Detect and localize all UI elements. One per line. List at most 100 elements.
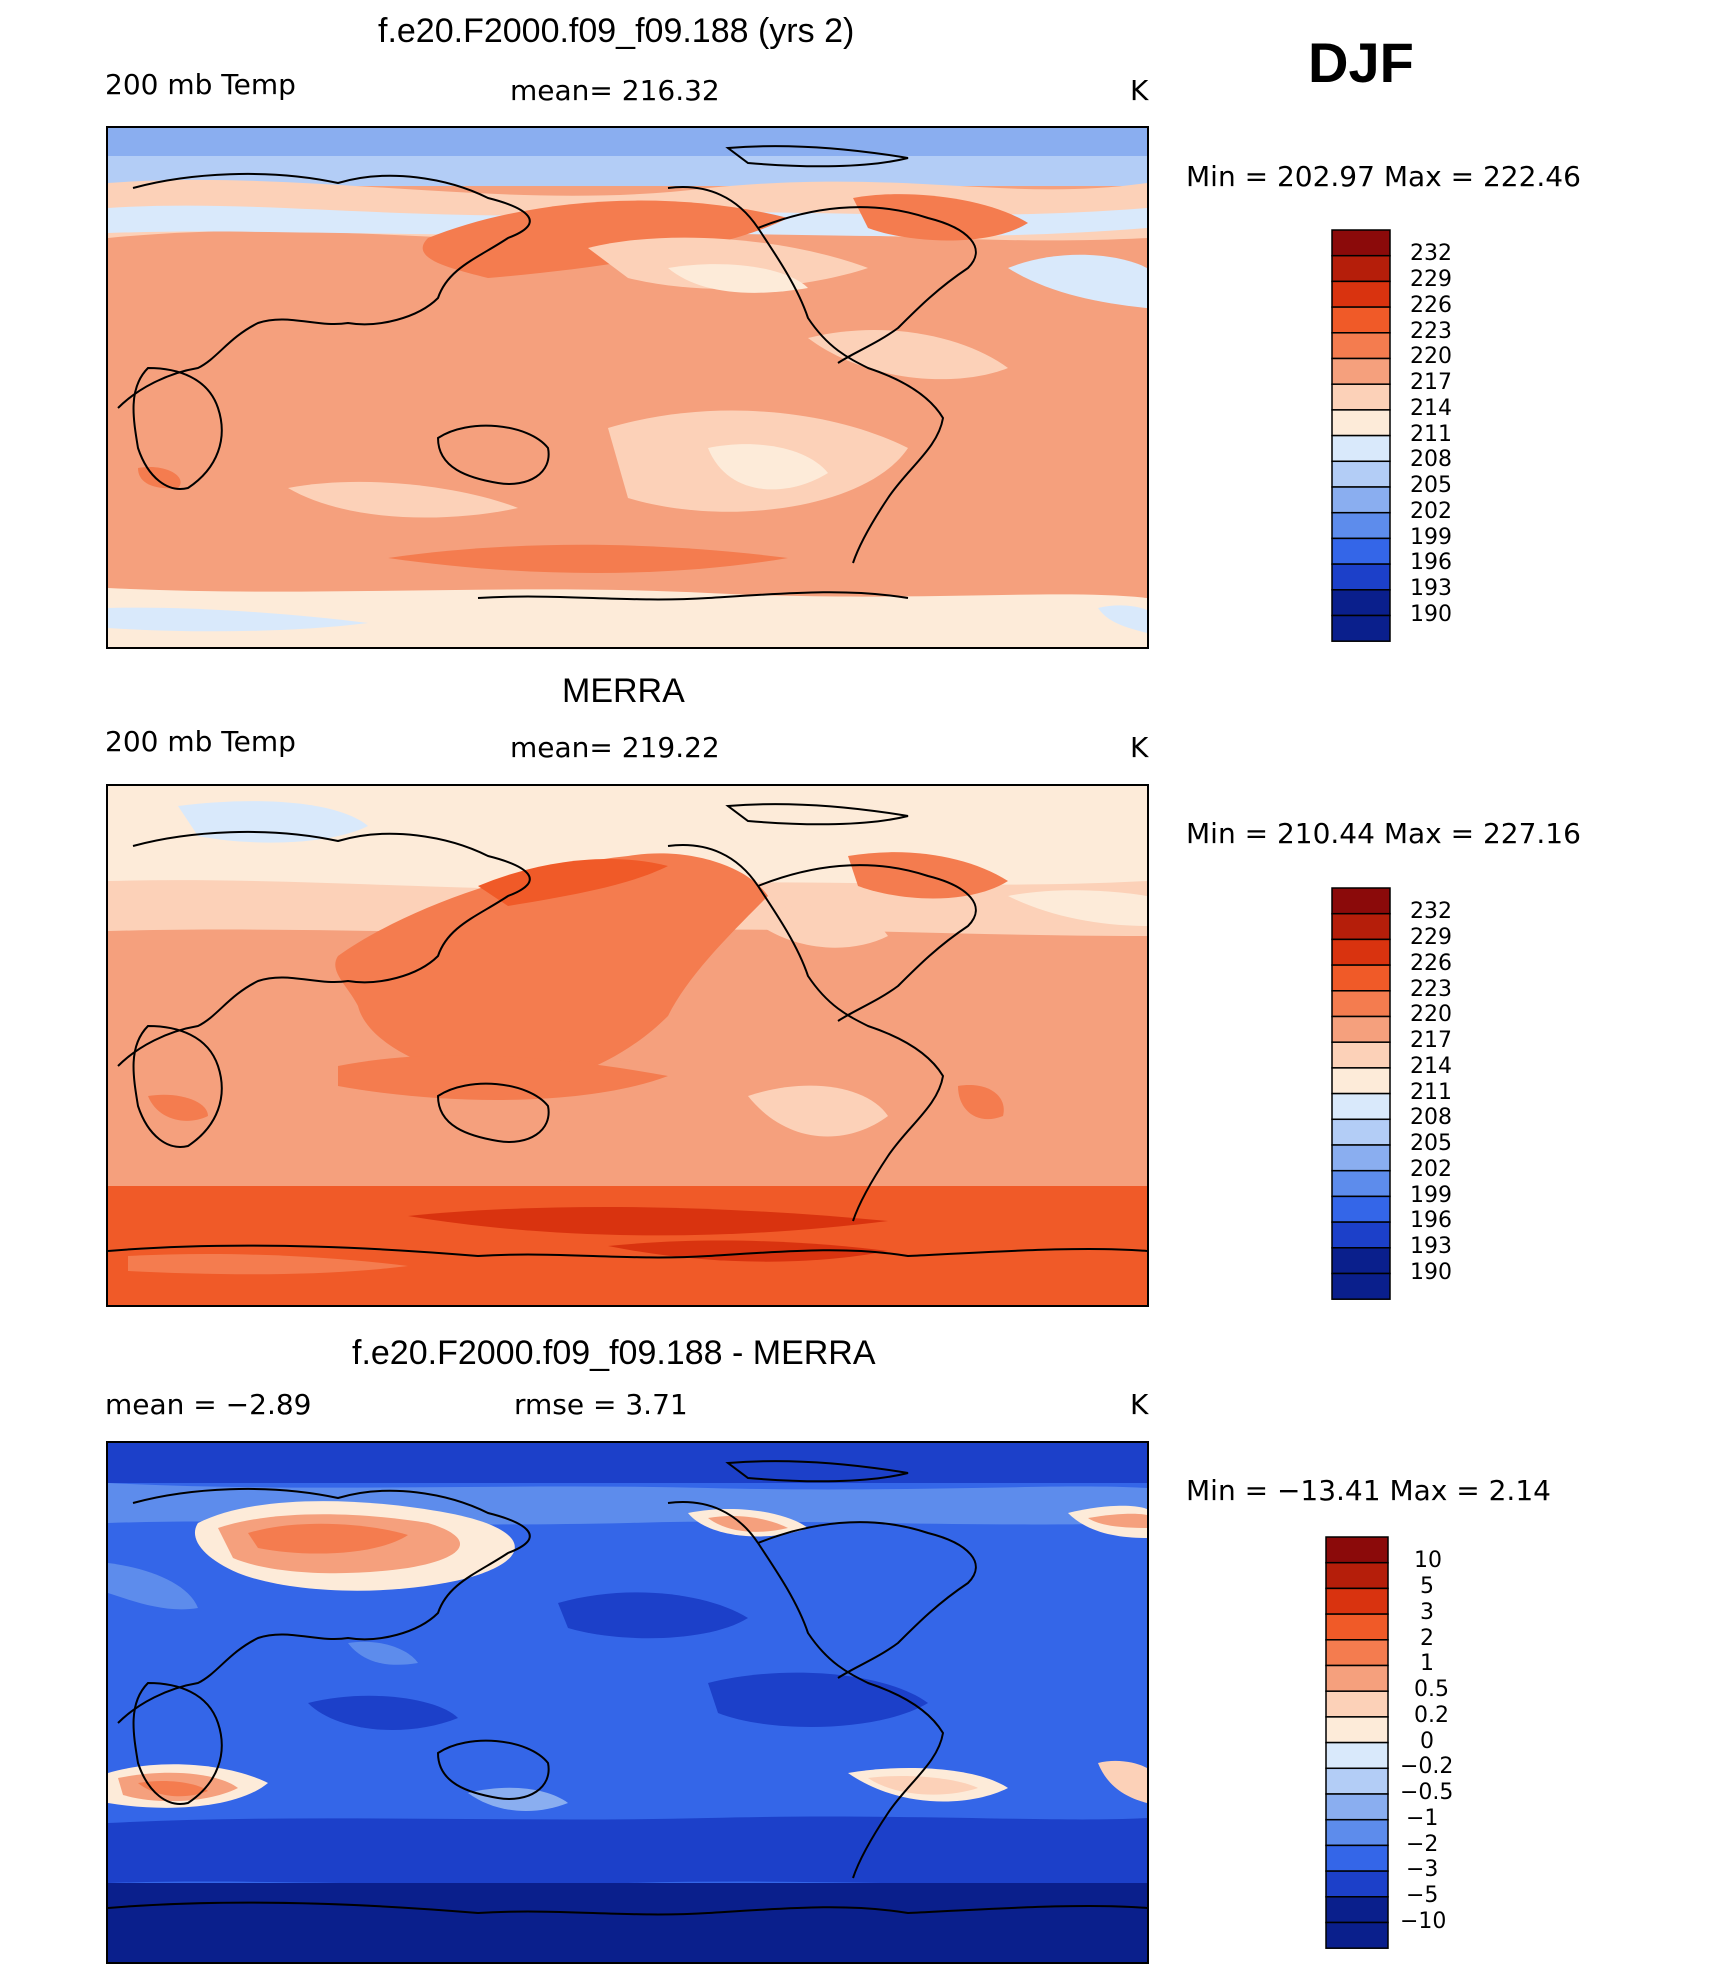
minmax-label: Min = 210.44 Max = 227.16 — [1186, 817, 1581, 850]
colorbar-swatch — [1325, 1870, 1389, 1898]
colorbar-swatch — [1331, 280, 1391, 308]
mean-label: mean= 219.22 — [510, 731, 720, 764]
colorbar-swatch — [1325, 1767, 1389, 1795]
panel-title: f.e20.F2000.f09_f09.188 (yrs 2) — [378, 12, 855, 50]
colorbar-tick: 202 — [1410, 1157, 1452, 1182]
units-label: K — [1130, 74, 1149, 107]
colorbar-tick: 226 — [1410, 293, 1452, 318]
colorbar-tick: 1 — [1420, 1651, 1434, 1676]
season-label: DJF — [1308, 31, 1414, 94]
colorbar-swatch — [1325, 1536, 1389, 1564]
colorbar-swatch — [1331, 383, 1391, 411]
colorbar-tick: 3 — [1420, 1600, 1434, 1625]
colorbar-swatch — [1325, 1896, 1389, 1924]
colorbar-tick: 205 — [1410, 1131, 1452, 1156]
colorbar-swatch — [1325, 1741, 1389, 1770]
colorbar-tick: 232 — [1410, 899, 1452, 924]
colorbar-swatch — [1331, 332, 1391, 360]
colorbar — [1330, 886, 1470, 1309]
colorbar-tick: −0.2 — [1400, 1754, 1454, 1779]
colorbar-swatch — [1331, 460, 1391, 488]
colorbar-tick: 0 — [1420, 1729, 1434, 1754]
colorbar-swatch — [1331, 1169, 1391, 1198]
colorbar-tick: 190 — [1410, 602, 1452, 627]
colorbar-tick: 10 — [1414, 1548, 1442, 1573]
colorbar-tick: 232 — [1410, 241, 1452, 266]
colorbar-swatch — [1325, 1921, 1389, 1949]
colorbar-swatch — [1325, 1639, 1389, 1667]
colorbar-tick: 220 — [1410, 1002, 1452, 1027]
colorbar-tick: 193 — [1410, 1234, 1452, 1259]
colorbar-swatch — [1331, 938, 1391, 966]
colorbar-swatch — [1331, 912, 1391, 941]
colorbar-tick: 202 — [1410, 499, 1452, 524]
colorbar-tick: 205 — [1410, 473, 1452, 498]
colorbar — [1324, 1535, 1464, 1958]
colorbar-swatch — [1331, 357, 1391, 385]
units-label: K — [1130, 1388, 1149, 1421]
colorbar-swatch — [1325, 1716, 1389, 1744]
map-field — [108, 786, 1147, 1305]
colorbar-tick: 220 — [1410, 344, 1452, 369]
colorbar-swatch — [1331, 229, 1391, 257]
colorbar-swatch — [1331, 306, 1391, 334]
colorbar-swatch — [1331, 1221, 1391, 1249]
colorbar-tick: −10 — [1400, 1909, 1447, 1934]
panel-title: f.e20.F2000.f09_f09.188 - MERRA — [352, 1334, 876, 1372]
colorbar-swatch — [1331, 1067, 1391, 1095]
colorbar-tick: 217 — [1410, 370, 1452, 395]
colorbar-tick: −2 — [1406, 1832, 1439, 1857]
minmax-label: Min = −13.41 Max = 2.14 — [1186, 1474, 1551, 1507]
colorbar-swatch — [1331, 1015, 1391, 1043]
colorbar-tick: 229 — [1410, 267, 1452, 292]
map-field — [108, 128, 1147, 647]
colorbar-tick: 2 — [1420, 1626, 1434, 1651]
colorbar — [1330, 228, 1470, 651]
colorbar-swatch — [1325, 1793, 1389, 1821]
colorbar-swatches — [1331, 887, 1391, 1300]
mean-label: mean = −2.89 — [105, 1388, 312, 1421]
colorbar-tick: 214 — [1410, 1054, 1452, 1079]
panel-title: MERRA — [562, 672, 685, 710]
colorbar-tick: 226 — [1410, 951, 1452, 976]
colorbar-swatch — [1325, 1664, 1389, 1692]
colorbar-swatch — [1325, 1818, 1389, 1847]
colorbar-tick: 229 — [1410, 925, 1452, 950]
colorbar-swatch — [1331, 964, 1391, 992]
colorbar-swatch — [1331, 1144, 1391, 1172]
colorbar-tick: 208 — [1410, 1105, 1452, 1130]
colorbar-tick: 199 — [1410, 1183, 1452, 1208]
colorbar-swatch — [1331, 1092, 1391, 1121]
colorbar-tick: 208 — [1410, 447, 1452, 472]
colorbar-tick: 211 — [1410, 422, 1452, 447]
colorbar-swatch — [1331, 1247, 1391, 1275]
colorbar-tick: 0.5 — [1414, 1677, 1449, 1702]
colorbar-swatch — [1331, 511, 1391, 540]
colorbar-swatches — [1325, 1536, 1389, 1949]
colorbar-tick: 211 — [1410, 1080, 1452, 1105]
colorbar-tick: 190 — [1410, 1260, 1452, 1285]
colorbar-swatch — [1331, 537, 1391, 565]
rmse-label: rmse = 3.71 — [514, 1388, 688, 1421]
colorbar-swatch — [1331, 990, 1391, 1018]
colorbar-swatch — [1325, 1587, 1389, 1615]
colorbar-swatches — [1331, 229, 1391, 642]
colorbar-swatch — [1331, 887, 1391, 915]
units-label: K — [1130, 731, 1149, 764]
variable-label: 200 mb Temp — [105, 68, 296, 101]
colorbar-swatch — [1331, 614, 1391, 642]
colorbar-swatch — [1325, 1844, 1389, 1872]
colorbar-swatch — [1325, 1690, 1389, 1718]
colorbar-swatch — [1331, 589, 1391, 617]
colorbar-tick: 193 — [1410, 576, 1452, 601]
colorbar-tick: −1 — [1406, 1806, 1439, 1831]
colorbar-tick: −3 — [1406, 1857, 1439, 1882]
map-field — [108, 1443, 1147, 1962]
difference-map — [106, 1441, 1149, 1964]
colorbar-swatch — [1331, 434, 1391, 463]
colorbar-swatch — [1331, 486, 1391, 514]
colorbar-tick: 223 — [1410, 977, 1452, 1002]
temperature-map — [106, 784, 1149, 1307]
colorbar-tick: 196 — [1410, 1208, 1452, 1233]
colorbar-tick: 199 — [1410, 525, 1452, 550]
